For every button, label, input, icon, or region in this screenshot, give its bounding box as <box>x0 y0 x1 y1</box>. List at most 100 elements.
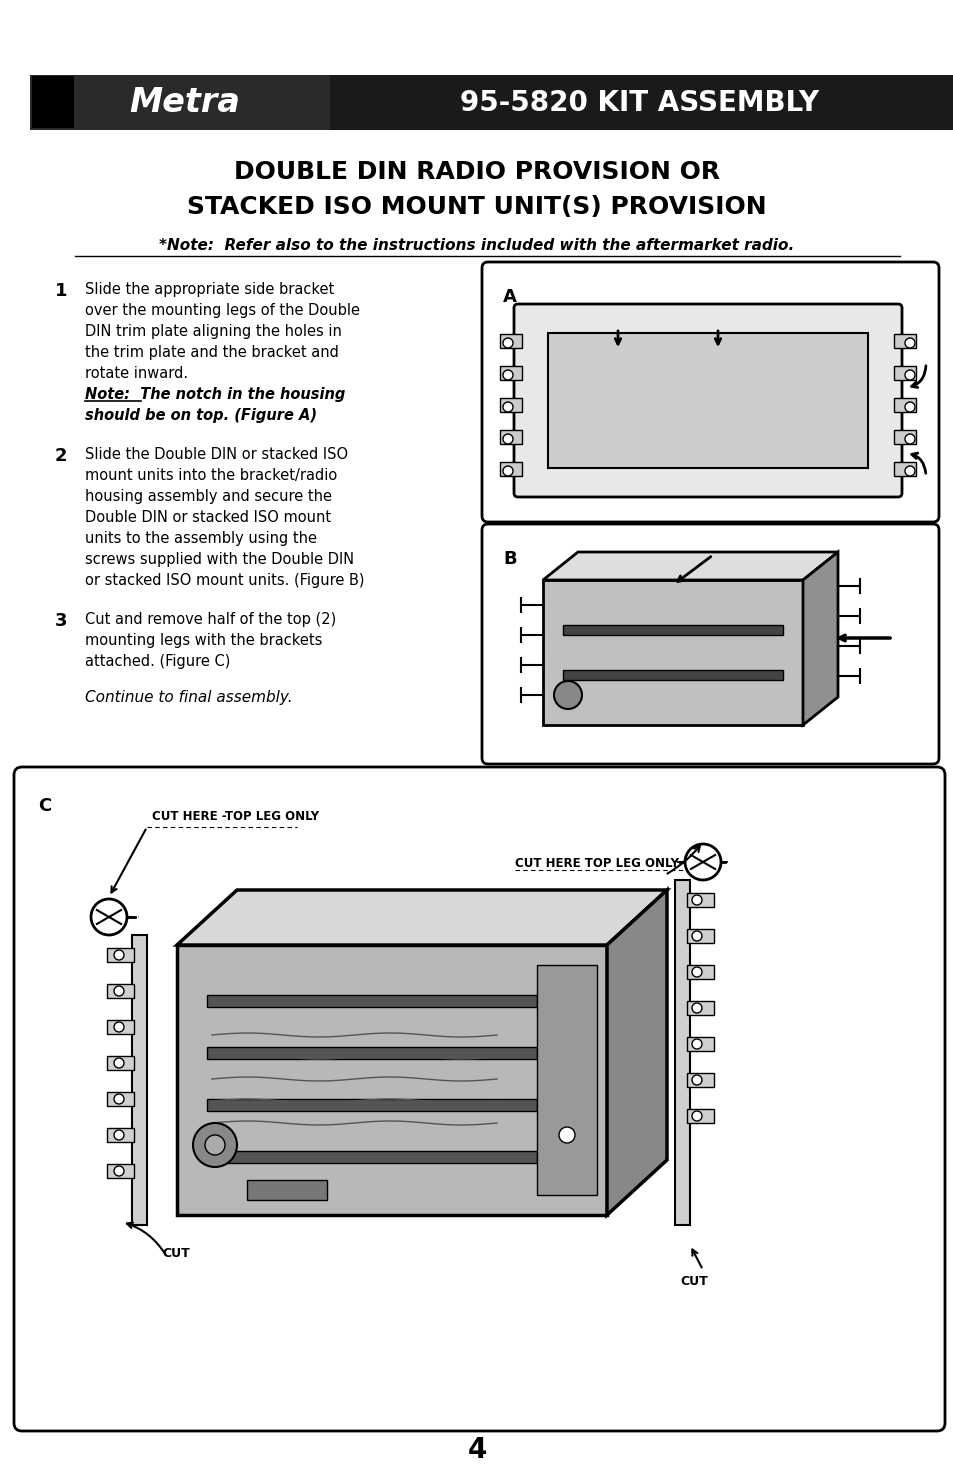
Bar <box>107 1128 133 1142</box>
Bar <box>893 398 915 412</box>
Bar <box>686 965 713 979</box>
Text: C: C <box>38 796 51 816</box>
Text: CUT HERE TOP LEG ONLY: CUT HERE TOP LEG ONLY <box>515 857 679 870</box>
Text: screws supplied with the Double DIN: screws supplied with the Double DIN <box>85 552 354 566</box>
Circle shape <box>113 1130 124 1140</box>
Bar <box>499 431 521 444</box>
Bar <box>177 945 606 1215</box>
Bar <box>562 670 782 680</box>
Text: CUT HERE -TOP LEG ONLY: CUT HERE -TOP LEG ONLY <box>152 810 319 823</box>
Text: CUT: CUT <box>679 1274 707 1288</box>
Text: attached. (Figure C): attached. (Figure C) <box>85 653 230 670</box>
Text: mounting legs with the brackets: mounting legs with the brackets <box>85 633 322 648</box>
Text: DIN trim plate aligning the holes in: DIN trim plate aligning the holes in <box>85 324 341 339</box>
Bar <box>893 366 915 381</box>
Text: 4: 4 <box>467 1437 486 1465</box>
Bar <box>30 75 953 130</box>
Bar <box>207 996 537 1007</box>
Bar <box>107 948 133 962</box>
Text: 1: 1 <box>55 282 68 299</box>
Circle shape <box>502 434 513 444</box>
Text: should be on top. (Figure A): should be on top. (Figure A) <box>85 409 316 423</box>
Circle shape <box>904 434 914 444</box>
FancyBboxPatch shape <box>14 767 944 1431</box>
Bar <box>686 892 713 907</box>
Text: Cut and remove half of the top (2): Cut and remove half of the top (2) <box>85 612 335 627</box>
Polygon shape <box>802 552 837 726</box>
Text: A: A <box>502 288 517 305</box>
Circle shape <box>113 1022 124 1032</box>
Text: over the mounting legs of the Double: over the mounting legs of the Double <box>85 302 359 319</box>
Bar <box>499 366 521 381</box>
Circle shape <box>113 1058 124 1068</box>
Bar <box>107 984 133 999</box>
Text: DOUBLE DIN RADIO PROVISION OR: DOUBLE DIN RADIO PROVISION OR <box>233 159 720 184</box>
Text: 95-5820 KIT ASSEMBLY: 95-5820 KIT ASSEMBLY <box>460 88 819 117</box>
Circle shape <box>554 681 581 709</box>
Text: mount units into the bracket/radio: mount units into the bracket/radio <box>85 468 337 482</box>
Circle shape <box>691 968 701 976</box>
Bar <box>686 1109 713 1122</box>
Circle shape <box>193 1122 236 1167</box>
Circle shape <box>904 370 914 381</box>
Circle shape <box>691 1075 701 1086</box>
Polygon shape <box>177 889 666 945</box>
Text: rotate inward.: rotate inward. <box>85 366 188 381</box>
Circle shape <box>502 370 513 381</box>
Circle shape <box>691 1038 701 1049</box>
Circle shape <box>691 1003 701 1013</box>
FancyBboxPatch shape <box>514 304 901 497</box>
Text: or stacked ISO mount units. (Figure B): or stacked ISO mount units. (Figure B) <box>85 572 364 589</box>
Circle shape <box>113 985 124 996</box>
Bar <box>107 1164 133 1179</box>
Circle shape <box>691 895 701 906</box>
FancyBboxPatch shape <box>481 524 938 764</box>
Circle shape <box>502 338 513 348</box>
Bar <box>686 929 713 943</box>
Circle shape <box>113 950 124 960</box>
Circle shape <box>113 1094 124 1103</box>
Circle shape <box>684 844 720 881</box>
Text: *Note:  Refer also to the instructions included with the aftermarket radio.: *Note: Refer also to the instructions in… <box>159 237 794 252</box>
Bar <box>537 965 597 1195</box>
Polygon shape <box>606 889 666 1215</box>
Bar <box>542 580 802 726</box>
Bar <box>893 333 915 348</box>
Bar <box>107 1021 133 1034</box>
Text: Metra: Metra <box>130 87 240 119</box>
Bar <box>107 1092 133 1106</box>
Text: Slide the Double DIN or stacked ISO: Slide the Double DIN or stacked ISO <box>85 447 348 462</box>
Bar <box>207 1150 537 1162</box>
Circle shape <box>205 1134 225 1155</box>
Text: CUT: CUT <box>162 1246 190 1260</box>
Bar <box>893 462 915 476</box>
Text: 3: 3 <box>55 612 68 630</box>
Text: Note:  The notch in the housing: Note: The notch in the housing <box>85 386 345 403</box>
Text: housing assembly and secure the: housing assembly and secure the <box>85 490 332 504</box>
Circle shape <box>904 403 914 412</box>
Bar <box>32 77 74 128</box>
Circle shape <box>691 931 701 941</box>
Text: Continue to final assembly.: Continue to final assembly. <box>85 690 293 705</box>
Bar <box>247 1180 327 1201</box>
Bar <box>132 935 147 1226</box>
Circle shape <box>113 1167 124 1176</box>
Circle shape <box>502 466 513 476</box>
Bar <box>893 431 915 444</box>
FancyBboxPatch shape <box>481 263 938 522</box>
Bar <box>499 333 521 348</box>
Bar <box>207 1099 537 1111</box>
Bar <box>547 333 867 468</box>
Circle shape <box>904 338 914 348</box>
Text: Double DIN or stacked ISO mount: Double DIN or stacked ISO mount <box>85 510 331 525</box>
Bar <box>686 1002 713 1015</box>
Text: B: B <box>502 550 517 568</box>
Text: the trim plate and the bracket and: the trim plate and the bracket and <box>85 345 338 360</box>
Bar <box>30 75 330 130</box>
Bar <box>499 398 521 412</box>
Bar <box>207 1047 537 1059</box>
Text: units to the assembly using the: units to the assembly using the <box>85 531 316 546</box>
Bar <box>499 462 521 476</box>
Text: STACKED ISO MOUNT UNIT(S) PROVISION: STACKED ISO MOUNT UNIT(S) PROVISION <box>187 195 766 218</box>
Text: 2: 2 <box>55 447 68 465</box>
